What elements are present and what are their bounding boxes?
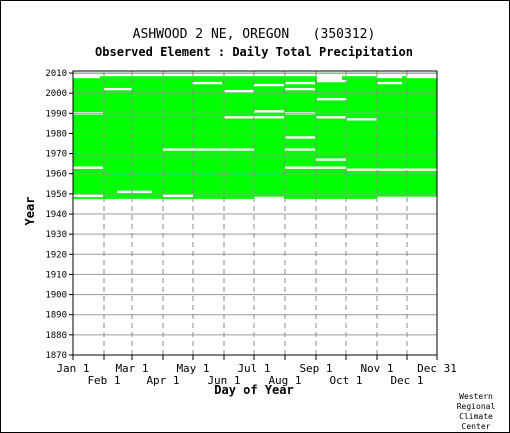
- axes: 1870 1880 1890 1900 1910 1920 1930 1940 1950 1960…: [45, 69, 457, 387]
- y-tick-label-1960: 1960: [45, 170, 67, 180]
- x-tick-label-213: Aug 1: [268, 374, 301, 387]
- missing-segment-31: [73, 194, 103, 198]
- y-tick-label-1890: 1890: [45, 311, 67, 321]
- plot-area: [73, 70, 437, 200]
- plot-border: [72, 70, 438, 356]
- x-tick-label-32: Feb 1: [87, 374, 120, 387]
- missing-segment-4: [317, 77, 342, 81]
- credit-line-0: Western: [459, 392, 493, 401]
- y-tick-label-1970: 1970: [45, 150, 67, 160]
- data-point-0: [113, 128, 115, 131]
- missing-segment-20: [316, 116, 346, 119]
- missing-segment-14: [285, 87, 315, 91]
- x-tick-label-121: May 1: [176, 362, 209, 375]
- missing-segment-28: [347, 168, 377, 171]
- credit-line-2: Climate: [459, 412, 493, 421]
- y-tick-label-1880: 1880: [45, 331, 67, 341]
- data-point-2: [416, 182, 418, 185]
- y-tick-label-1870: 1870: [45, 351, 67, 361]
- missing-segment-29: [377, 168, 437, 171]
- x-tick-label-365: Dec 31: [417, 362, 457, 375]
- y-tick-label-1990: 1990: [45, 109, 67, 119]
- missing-segment-3: [317, 75, 342, 79]
- missing-segment-9: [192, 81, 222, 85]
- y-tick-label-1930: 1930: [45, 230, 67, 240]
- missing-segment-25: [316, 158, 346, 161]
- missing-segment-11: [254, 83, 284, 87]
- missing-segment-21: [347, 118, 377, 121]
- missing-segment-23: [163, 148, 254, 151]
- y-tick-label-2000: 2000: [45, 89, 67, 99]
- data-block: [73, 72, 437, 199]
- y-axis-label: Year: [23, 197, 37, 226]
- x-tick-label-335: Dec 1: [390, 374, 423, 387]
- missing-segment-10: [285, 81, 315, 85]
- x-tick-label-244: Sep 1: [299, 362, 332, 375]
- missing-segment-8: [377, 81, 402, 85]
- missing-segment-1: [73, 70, 437, 74]
- missing-segment-26: [73, 166, 103, 169]
- x-tick-label-91: Apr 1: [146, 374, 179, 387]
- x-tick-label-274: Oct 1: [329, 374, 362, 387]
- x-tick-label-182: Jul 1: [237, 362, 270, 375]
- x-tick-label-60: Mar 1: [115, 362, 148, 375]
- chart-title: ASHWOOD 2 NE, OREGON (350312): [133, 27, 376, 42]
- data-point-3: [401, 90, 403, 92]
- missing-segment-5: [317, 79, 347, 83]
- missing-segment-27: [285, 166, 346, 169]
- missing-segment-32: [163, 194, 193, 198]
- y-tick-label-1980: 1980: [45, 129, 67, 139]
- missing-segment-7: [407, 75, 437, 79]
- x-tick-label-1: Jan 1: [56, 362, 89, 375]
- y-tick-label-1940: 1940: [45, 210, 67, 220]
- missing-segment-30: [117, 190, 152, 194]
- y-tick-label-1950: 1950: [45, 190, 67, 200]
- y-tick-label-1910: 1910: [45, 270, 67, 280]
- missing-segment-6: [377, 75, 402, 79]
- missing-segment-33: [254, 196, 284, 200]
- data-point-1: [221, 106, 223, 109]
- y-tick-label-1900: 1900: [45, 291, 67, 301]
- credit-line-1: Regional: [457, 402, 496, 411]
- credit-line-3: Center: [462, 422, 491, 431]
- x-tick-label-305: Nov 1: [360, 362, 393, 375]
- missing-segment-15: [317, 97, 347, 101]
- x-axis-label: Day of Year: [214, 383, 293, 397]
- missing-segment-17: [254, 110, 284, 113]
- x-tick-label-152: Jun 1: [207, 374, 240, 387]
- missing-segment-0: [73, 73, 437, 77]
- y-tick-label-2010: 2010: [45, 69, 67, 79]
- missing-segment-13: [224, 89, 254, 93]
- missing-segment-24: [285, 148, 315, 151]
- missing-segment-22: [285, 136, 315, 139]
- y-tick-label-1920: 1920: [45, 250, 67, 260]
- missing-segment-12: [104, 87, 132, 91]
- missing-segment-2: [73, 75, 100, 79]
- chart-subtitle: Observed Element : Daily Total Precipita…: [95, 45, 413, 59]
